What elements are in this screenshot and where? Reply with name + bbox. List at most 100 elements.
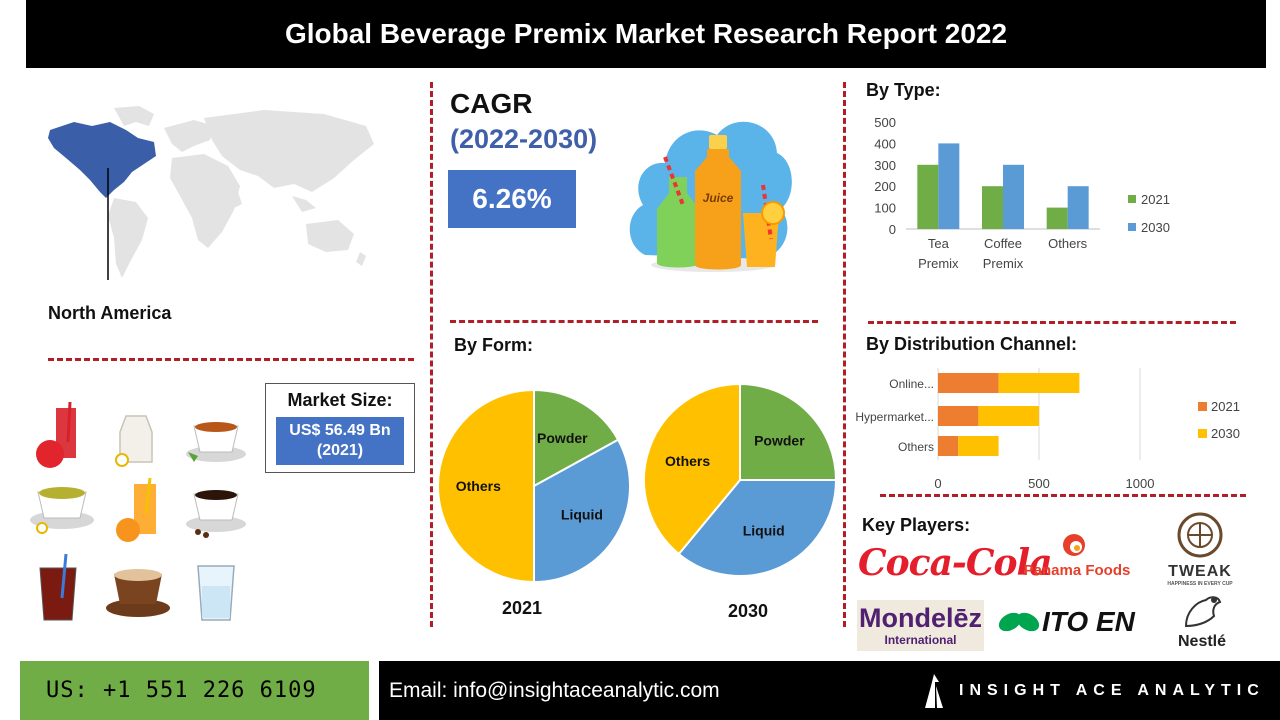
y-tick-label: 500 — [874, 115, 896, 130]
africa-shape — [170, 154, 240, 248]
tweak-text: TWEAK — [1168, 563, 1232, 580]
footer-phone[interactable]: US: +1 551 226 6109 — [20, 661, 369, 720]
glass-icon — [743, 213, 779, 267]
cagr-value: 6.26% — [472, 183, 552, 214]
cagr-period: (2022-2030) — [450, 124, 598, 154]
x-tick-label: Tea — [928, 236, 950, 251]
pie-slice-liquid — [533, 438, 631, 584]
bar-2030-2 — [1067, 186, 1089, 229]
bottle-label: Juice — [703, 191, 734, 205]
bar-2030-1 — [978, 406, 1039, 426]
pie-chart-2030: Powder Liquid Others — [643, 382, 838, 577]
panama-foods-text: Panama Foods — [1023, 562, 1131, 579]
bar-2030-0 — [998, 373, 1080, 393]
x-tick-label: 0 — [934, 476, 941, 491]
key-players-title: Key Players: — [862, 515, 971, 535]
brand-name: INSIGHT ACE ANALYTIC — [959, 682, 1265, 699]
pie-label-liquid: Liquid — [743, 522, 785, 538]
x-tick-label: Coffee — [984, 236, 1022, 251]
x-tick-label: 1000 — [1126, 476, 1155, 491]
south-america-shape — [108, 198, 148, 278]
itoen-logo: ITO EN — [996, 602, 1135, 642]
nestle-nest-icon — [1184, 596, 1222, 628]
itoen-leaf-icon — [998, 612, 1040, 632]
tea-cup-icon — [186, 422, 246, 462]
pie-slice-powder — [533, 388, 620, 488]
y-tick-label: 300 — [874, 158, 896, 173]
tomato-juice-icon — [36, 402, 76, 468]
footer-email[interactable]: Email: info@insightaceanalytic.com — [379, 661, 1280, 720]
indonesia-shape — [292, 196, 316, 212]
market-size-amount: US$ 56.49 Bn — [289, 422, 391, 439]
divider-map — [48, 358, 414, 361]
north-america-shape — [48, 122, 156, 198]
bar-2030-1 — [1003, 164, 1024, 229]
pie-title-2021: 2021 — [502, 598, 543, 618]
y-tick-label: 100 — [874, 201, 896, 216]
bar-2030-0 — [938, 143, 960, 229]
by-type-title: By Type: — [866, 80, 941, 100]
y-tick-label: 0 — [889, 222, 896, 237]
legend-swatch-2021 — [1198, 402, 1207, 411]
divider-right — [843, 82, 846, 627]
nestle-logo: Nestlé — [1170, 592, 1234, 651]
by-type-chart: 0 100 200 300 400 500 Tea Premix Coffee Premix Oth… — [874, 115, 1170, 271]
world-map — [48, 106, 374, 280]
legend-swatch-2021 — [1128, 195, 1136, 203]
bar-2021-1 — [982, 186, 1003, 229]
market-size-label: Market Size: — [287, 390, 393, 410]
nz-shape — [356, 252, 366, 266]
australia-shape — [306, 220, 354, 252]
y-tick-label: Hypermarket... — [855, 410, 934, 424]
milk-icon — [115, 415, 153, 467]
legend-swatch-2030 — [1198, 429, 1207, 438]
cagr-title: CAGR — [450, 88, 533, 119]
x-tick-label: Others — [1048, 236, 1088, 251]
phone-text[interactable]: US: +1 551 226 6109 — [46, 678, 317, 703]
pie-slice-others — [643, 382, 741, 556]
y-tick-label: 400 — [874, 136, 896, 151]
europe-shape — [164, 120, 214, 152]
page-title: Global Beverage Premix Market Research R… — [284, 18, 1008, 49]
water-glass-icon — [197, 565, 235, 621]
mondelez-subtext: International — [884, 633, 957, 647]
orange-bottle-icon — [695, 149, 741, 270]
nestle-text: Nestlé — [1177, 633, 1227, 650]
greenland-shape — [114, 106, 154, 126]
y-tick-label: Others — [898, 440, 934, 454]
email-text[interactable]: Email: info@insightaceanalytic.com — [389, 678, 720, 702]
pie-title-2030: 2030 — [728, 601, 769, 621]
pie-label-others: Others — [456, 478, 501, 494]
by-channel-title: By Distribution Channel: — [866, 334, 1077, 354]
pie-slice-others — [437, 388, 535, 584]
brand-mark-icon — [925, 674, 943, 708]
bar-2021-1 — [938, 406, 979, 426]
coca-cola-logo: Coca-Cola — [858, 542, 1053, 584]
legend-label-2030: 2030 — [1141, 220, 1170, 235]
bar-2021-0 — [938, 373, 999, 393]
y-tick-label: 200 — [874, 179, 896, 194]
bar-2021-0 — [917, 164, 939, 229]
region-label: North America — [48, 303, 172, 323]
asia-shape — [204, 110, 374, 192]
legend-label-2030: 2030 — [1211, 426, 1240, 441]
cola-icon — [39, 553, 77, 621]
tweak-logo: TWEAK HAPPINESS IN EVERY CUP — [1162, 512, 1238, 588]
itoen-text: ITO EN — [1042, 606, 1135, 637]
legend-label-2021: 2021 — [1211, 399, 1240, 414]
by-form-title: By Form: — [454, 335, 534, 355]
tweak-emblem-icon — [1177, 512, 1223, 558]
x-tick-label: Premix — [918, 256, 959, 271]
bar-2030-2 — [958, 436, 999, 456]
legend-swatch-2030 — [1128, 223, 1136, 231]
bar-2021-2 — [1046, 207, 1068, 229]
legend-label-2021: 2021 — [1141, 192, 1170, 207]
pie-slice-powder — [739, 382, 838, 481]
x-tick-label: 500 — [1028, 476, 1050, 491]
coffee-cup-icon — [186, 490, 246, 538]
panama-foods-logo: Panama Foods — [1016, 533, 1138, 583]
cagr-value-box: 6.26% — [448, 170, 576, 228]
divider-channel — [880, 494, 1246, 497]
page-header: Global Beverage Premix Market Research R… — [26, 0, 1266, 68]
pie-label-powder: Powder — [754, 433, 805, 449]
